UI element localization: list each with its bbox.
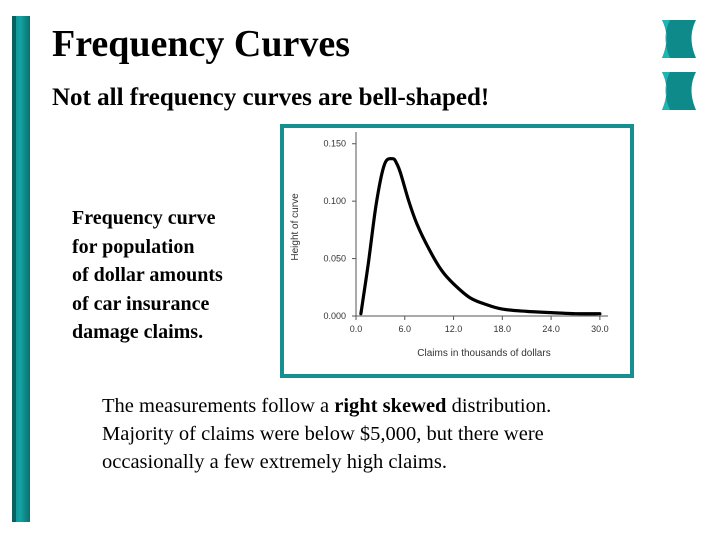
y-tick-label: 0.050 [323, 254, 346, 264]
note-line-1-end: distribution. [446, 395, 552, 417]
slide-title: Frequency Curves [52, 23, 350, 65]
x-tick-label: 6.0 [399, 324, 412, 334]
frequency-curve-chart: 0.000 0.050 0.100 0.150 0.0 6.0 12.0 18.0 24.0 3… [290, 132, 609, 359]
left-accent-bar [12, 16, 30, 522]
x-tick-label: 0.0 [350, 324, 363, 334]
frequency-curve-line [359, 157, 602, 316]
slide-subtitle: Not all frequency curves are bell-shaped… [52, 84, 490, 111]
wave-decoration-icon [662, 20, 696, 110]
note-line-3: occasionally a few extremely high claims… [102, 451, 447, 473]
x-axis: 0.0 6.0 12.0 18.0 24.0 30.0 [350, 315, 609, 334]
y-tick-label: 0.150 [323, 139, 346, 149]
caption-line: Frequency curve [72, 207, 216, 229]
x-tick-label: 12.0 [445, 324, 463, 334]
y-axis-label: Height of curve [290, 193, 301, 261]
caption-line: for population [72, 235, 195, 258]
chart-frame: 0.000 0.050 0.100 0.150 0.0 6.0 12.0 18.0 24.0 3… [280, 124, 634, 378]
caption-line: damage claims. [72, 321, 204, 343]
note-line-1-start: The measurements follow a [102, 395, 335, 417]
x-tick-label: 24.0 [542, 324, 560, 334]
note-emphasis: right skewed [334, 395, 447, 417]
left-accent-bar-shadow [12, 16, 16, 522]
chart-caption: Frequency curve for population of dollar… [72, 204, 277, 347]
y-axis: 0.000 0.050 0.100 0.150 [323, 132, 357, 321]
y-tick-label: 0.100 [323, 196, 346, 206]
x-tick-label: 30.0 [591, 324, 609, 334]
note-line-1: The measurements follow a right skewed d… [102, 392, 682, 420]
x-axis-label: Claims in thousands of dollars [417, 348, 550, 359]
x-tick-label: 18.0 [494, 324, 512, 334]
explanation-text: The measurements follow a right skewed d… [102, 392, 682, 476]
caption-line: of dollar amounts [72, 264, 223, 286]
caption-line: of car insurance [72, 292, 210, 315]
y-tick-label: 0.000 [323, 311, 346, 321]
note-line-2: Majority of claims were below $5,000, bu… [102, 423, 544, 445]
